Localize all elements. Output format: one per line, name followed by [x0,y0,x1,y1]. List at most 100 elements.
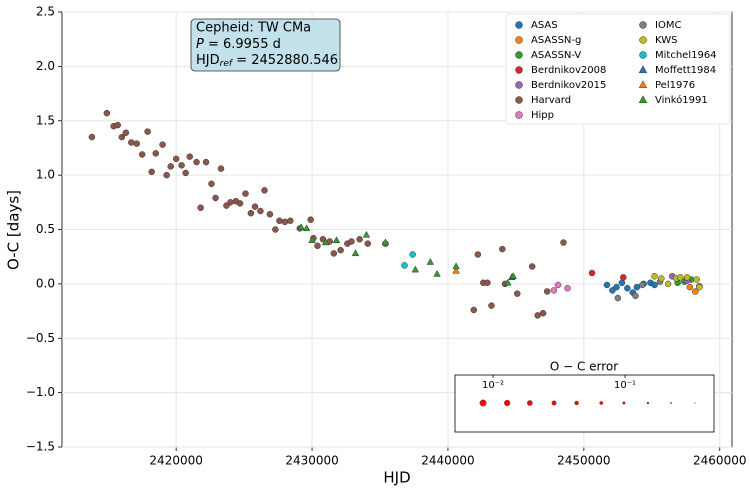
legend-label: IOMC [655,20,681,31]
legend-box [505,13,731,125]
y-tick-label: 0.5 [36,222,55,236]
data-point [411,265,420,273]
legend: ASAS ASASSN-g ASASSN-V Berdnikov2008 Berdnik… [515,20,717,121]
x-tick-label: 2450000 [557,454,610,468]
data-point [692,288,699,295]
y-tick-label: 1.0 [36,168,55,182]
data-point [539,309,547,317]
data-point [307,216,314,223]
data-point [504,278,512,286]
epoch-value: = 2452880.546 [232,53,338,68]
error-key-tick-label: 10⁻² [482,380,504,391]
data-point [488,302,495,309]
data-point [564,284,571,292]
data-point [227,199,234,206]
data-point [664,280,672,288]
data-point [677,274,684,281]
x-tick-label: 2430000 [285,454,338,468]
legend-marker [515,111,523,119]
legend-marker [639,21,647,29]
data-point [302,224,311,232]
data-point [484,279,491,287]
data-point [528,263,536,270]
data-point [633,283,641,291]
data [88,109,703,319]
data-point [356,236,363,243]
data-point [474,251,482,258]
legend-label: Berdnikov2008 [531,65,606,76]
data-point [308,236,316,244]
error-key-dot [599,401,604,405]
period-value: = 6.9955 d [204,37,281,52]
data-point [186,153,193,160]
legend-marker [639,51,647,59]
error-key-tick-label: 10⁻¹ [614,380,636,391]
data-point [452,262,460,270]
x-tick-label: 2420000 [149,454,202,468]
error-key-dot [670,402,672,404]
legend-marker [515,66,523,74]
data-point [217,165,225,172]
annotation-epoch: HJDref = 2452880.546 [196,53,338,69]
data-point [122,129,130,136]
data-point [251,203,259,210]
data-point [128,139,135,146]
data-point [103,109,111,117]
data-point [236,200,244,207]
data-point [614,294,622,302]
annotation-box [190,18,341,72]
error-key-title: O − C error [550,360,618,374]
data-point [433,269,441,277]
data-point [686,283,694,291]
data-point [364,240,372,247]
data-point [696,283,703,291]
data-point [550,287,558,294]
data-point [632,292,639,300]
y-axis-label: O-C [days] [5,190,23,270]
data-point [401,262,408,269]
legend-label: Harvard [531,95,571,106]
data-point [272,226,279,233]
data-point [470,306,478,314]
data-point [261,187,268,194]
y-tick-label: 1.5 [36,113,55,127]
legend-marker [515,51,523,59]
data-point [163,171,170,179]
data-point [88,133,96,141]
error-key-dot [646,401,650,405]
data-point [651,273,658,280]
y-tick-label: 0.0 [36,276,55,290]
data-point [314,242,321,250]
x-axis-label: HJD [383,469,410,487]
data-point [152,150,160,157]
y-tick-label: −1.5 [26,440,55,454]
error-key-dot [527,400,533,406]
legend-marker [638,65,648,74]
error-key-dot [622,401,626,405]
legend-label: ASASSN-g [531,35,581,46]
data-point [321,238,330,246]
data-point [114,121,121,129]
data-point [554,281,562,289]
legend-marker [515,21,523,29]
data-point [159,141,166,148]
data-point [172,155,180,163]
data-point [588,269,596,277]
x-tick-label: 2440000 [421,454,474,468]
data-point [426,258,435,265]
legend-marker [638,95,648,104]
error-key-dot [479,399,487,407]
data-point [208,180,215,188]
data-point [624,284,631,292]
data-point [618,279,626,287]
legend-marker [639,36,647,44]
data-point [452,266,460,274]
legend-label: Mitchel1964 [655,50,717,61]
data-point [297,223,305,230]
annotation-star: Cepheid: TW CMa [196,21,311,36]
data-point [514,290,521,297]
legend-marker [515,36,523,44]
y-tick-label: −1.0 [26,385,55,399]
legend-label: KWS [655,35,677,46]
legend-label: Vinkó1991 [655,94,708,106]
